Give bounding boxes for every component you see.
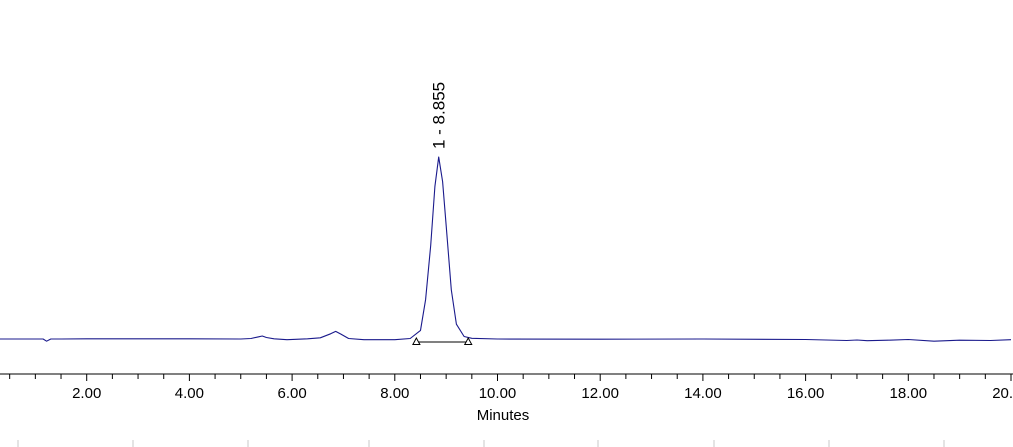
x-tick-label: 2.00 (72, 385, 101, 402)
x-tick-label: 18.00 (890, 385, 928, 402)
x-axis-title: Minutes (477, 407, 530, 424)
integration-start-marker (412, 336, 421, 345)
signal-trace (0, 156, 1012, 342)
x-tick-label: 6.00 (277, 385, 306, 402)
plot-area: 1 - 8.855 (0, 82, 1012, 345)
x-axis (0, 373, 1013, 447)
x-tick-label: 8.00 (380, 385, 409, 402)
tick-labels: 2.00 4.00 6.00 8.00 10.00 12.00 14.00 16.00 18.0… (72, 385, 1013, 402)
x-tick-label: 20.00 (992, 385, 1013, 402)
x-tick-label: 4.00 (175, 385, 204, 402)
x-tick-label: 14.00 (684, 385, 722, 402)
x-tick-label: 12.00 (581, 385, 619, 402)
x-tick-label: 10.00 (479, 385, 517, 402)
peak-label: 1 - 8.855 (430, 82, 449, 149)
integration-end-marker (463, 336, 473, 345)
x-tick-label: 16.00 (787, 385, 825, 402)
